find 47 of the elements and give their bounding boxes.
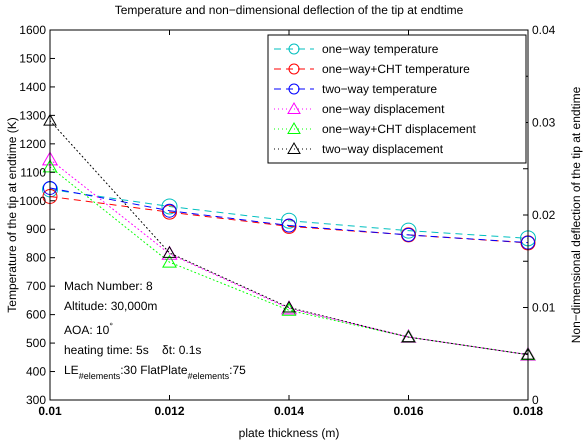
point bbox=[520, 230, 536, 246]
y-tick-label: 1500 bbox=[19, 51, 46, 66]
y-tick-label: 1100 bbox=[20, 165, 46, 180]
y-tick-label: 500 bbox=[26, 336, 46, 350]
y-tick-label: 800 bbox=[26, 250, 46, 265]
annotation: Mach Number: 8 bbox=[64, 279, 154, 293]
x-tick-label: 0.01 bbox=[38, 404, 62, 418]
y2-tick-label: 0.03 bbox=[532, 116, 556, 130]
point bbox=[162, 198, 178, 214]
y2-axis-title: Non−dimensional deflection of the tip at endtime bbox=[569, 86, 583, 344]
annotation: LE$_{#elements}$:30 FlatPlate$_{#elements}$:75 bbox=[64, 363, 246, 381]
y-axis-title: Temperature of the tip at endtime (K) bbox=[5, 117, 19, 313]
x-tick-label: 0.018 bbox=[512, 404, 544, 418]
x-tick-label: 0.014 bbox=[274, 404, 304, 418]
legend-label: two−way temperature bbox=[322, 82, 438, 96]
y-tick-label: 1000 bbox=[19, 194, 46, 208]
y2-tick-label: 0 bbox=[532, 393, 539, 407]
y-tick-label: 1600 bbox=[19, 23, 46, 37]
annotation: AOA: 10$^{°}$ bbox=[64, 321, 114, 337]
y-tick-label: 400 bbox=[26, 364, 46, 379]
y-tick-label: 900 bbox=[26, 222, 46, 236]
annotation: Altitude: 30,000m bbox=[64, 299, 158, 313]
y-tick-label: 700 bbox=[26, 279, 46, 294]
chart-title: Temperature and non−dimensional deflection of the tip at endtime bbox=[114, 3, 464, 17]
y2-tick-label: 0.02 bbox=[532, 208, 556, 222]
legend-label: one−way temperature bbox=[322, 42, 439, 56]
point bbox=[282, 303, 296, 316]
y-tick-label: 1200 bbox=[19, 136, 46, 151]
point bbox=[281, 212, 297, 229]
legend-label: two−way displacement bbox=[322, 142, 444, 156]
y2-tick-label: 0.04 bbox=[532, 23, 556, 37]
point bbox=[42, 152, 58, 166]
y-tick-label: 1400 bbox=[19, 80, 46, 94]
point bbox=[44, 114, 56, 126]
x-tick-label: 0.012 bbox=[154, 404, 185, 418]
annotation: heating time: 5s δt: 0.1s bbox=[64, 343, 202, 357]
x-axis-title: plate thickness (m) bbox=[238, 426, 340, 440]
point bbox=[162, 255, 177, 268]
y2-tick-label: 0.01 bbox=[532, 300, 556, 314]
y-tick-label: 600 bbox=[26, 308, 46, 322]
x-tick-label: 0.016 bbox=[393, 404, 424, 418]
y-tick-label: 1300 bbox=[19, 108, 46, 122]
point bbox=[400, 222, 416, 239]
legend-label: one−way+CHT temperature bbox=[322, 62, 470, 76]
legend-label: one−way+CHT displacement bbox=[322, 122, 477, 136]
y-tick-label: 300 bbox=[26, 393, 46, 407]
legend-label: one−way displacement bbox=[322, 102, 446, 116]
